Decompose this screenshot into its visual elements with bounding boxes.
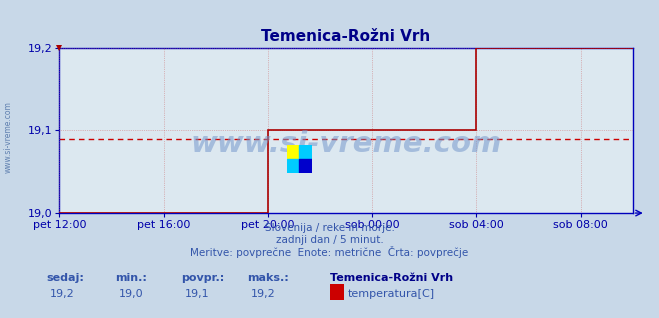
Bar xyxy=(287,145,299,159)
Text: temperatura[C]: temperatura[C] xyxy=(348,289,435,299)
Bar xyxy=(299,159,312,173)
Text: maks.:: maks.: xyxy=(247,273,289,283)
Bar xyxy=(287,159,299,173)
Text: Slovenija / reke in morje.: Slovenija / reke in morje. xyxy=(264,223,395,232)
Text: 19,1: 19,1 xyxy=(185,289,209,299)
Text: min.:: min.: xyxy=(115,273,147,283)
Text: povpr.:: povpr.: xyxy=(181,273,225,283)
Text: 19,2: 19,2 xyxy=(49,289,74,299)
Text: www.si-vreme.com: www.si-vreme.com xyxy=(3,101,13,173)
Text: Meritve: povprečne  Enote: metrične  Črta: povprečje: Meritve: povprečne Enote: metrične Črta:… xyxy=(190,246,469,258)
Text: 19,0: 19,0 xyxy=(119,289,143,299)
Text: 19,2: 19,2 xyxy=(250,289,275,299)
Text: Temenica-Rožni Vrh: Temenica-Rožni Vrh xyxy=(330,273,453,283)
Title: Temenica-Rožni Vrh: Temenica-Rožni Vrh xyxy=(262,29,430,44)
Text: zadnji dan / 5 minut.: zadnji dan / 5 minut. xyxy=(275,235,384,245)
Text: sedaj:: sedaj: xyxy=(46,273,84,283)
Bar xyxy=(299,145,312,159)
Text: www.si-vreme.com: www.si-vreme.com xyxy=(190,130,501,158)
